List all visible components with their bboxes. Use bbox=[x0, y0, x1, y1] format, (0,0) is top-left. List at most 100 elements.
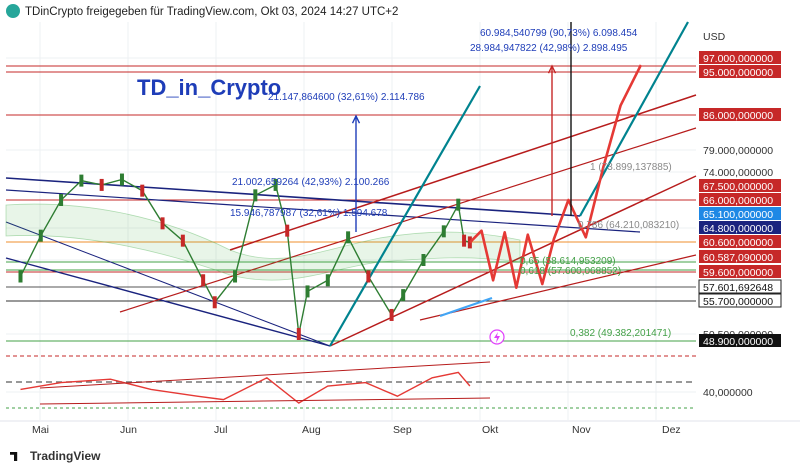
price-point bbox=[296, 328, 301, 340]
annotation-label: 15.946,787987 (32,61%) 1.594.678 bbox=[230, 208, 388, 219]
target-arrow-up-head bbox=[351, 114, 361, 124]
price-point bbox=[212, 296, 217, 309]
author-avatar-icon bbox=[6, 4, 20, 18]
oscillator-line bbox=[20, 371, 471, 404]
descending-channel-low bbox=[5, 257, 331, 347]
price-point bbox=[253, 189, 258, 202]
ascending-channel-top bbox=[229, 94, 697, 251]
price-tag-label: USD bbox=[703, 31, 726, 43]
fib-annotations: 60.984,540799 (90,73%) 6.098.454 28.984,9… bbox=[230, 28, 679, 339]
price-point bbox=[201, 274, 206, 287]
tradingview-brand[interactable]: TradingView bbox=[10, 449, 100, 463]
price-tag-box bbox=[699, 179, 781, 192]
time-axis-label: Jun bbox=[120, 424, 137, 436]
price-tag-box bbox=[699, 235, 781, 248]
price-tag-label: 97.000,000000 bbox=[703, 53, 773, 65]
price-tag-label: 65.100,000000 bbox=[703, 209, 773, 221]
price-tag-box bbox=[699, 193, 781, 206]
descending-channel-low2 bbox=[5, 221, 331, 347]
price-point bbox=[346, 231, 351, 244]
price-point bbox=[38, 229, 43, 242]
target-arrows bbox=[351, 22, 572, 232]
price-tag-label: 95.000,000000 bbox=[703, 67, 773, 79]
price-point bbox=[441, 225, 446, 238]
price-tag-box bbox=[699, 108, 781, 121]
price-point bbox=[467, 236, 472, 249]
price-point bbox=[366, 270, 371, 283]
oscillator-pane bbox=[6, 355, 696, 409]
time-axis-label: Jul bbox=[214, 424, 227, 436]
price-point bbox=[119, 173, 124, 186]
tradingview-logo-icon bbox=[10, 452, 18, 461]
footer-logo-text: TradingView bbox=[30, 449, 101, 463]
annotation-label: 28.984,947822 (42,98%) 2.898.495 bbox=[470, 43, 628, 54]
price-tag-label: 86.000,000000 bbox=[703, 110, 773, 122]
price-tag-box bbox=[699, 265, 781, 278]
projection-line bbox=[468, 64, 643, 289]
osc-trendline bbox=[39, 361, 491, 389]
price-tag-box bbox=[699, 250, 781, 263]
price-point bbox=[180, 234, 185, 247]
price-point bbox=[421, 254, 426, 266]
osc-trendline bbox=[39, 397, 491, 405]
annotation-label: 60.984,540799 (90,73%) 6.098.454 bbox=[480, 28, 638, 39]
price-tag-label: 66.000,000000 bbox=[703, 195, 773, 207]
attribution-bar: TDinCrypto freigegeben für TradingView.c… bbox=[6, 4, 398, 20]
price-tag-box bbox=[699, 51, 781, 64]
lightning-glyph-icon bbox=[494, 332, 500, 343]
descending-channel-mid bbox=[5, 189, 641, 233]
price-point bbox=[456, 198, 461, 211]
price-tag-label: 55.700,000000 bbox=[703, 296, 773, 308]
trend-segment bbox=[439, 296, 493, 318]
ichimoku-cloud bbox=[5, 203, 521, 281]
price-point bbox=[325, 274, 330, 287]
annotation-label: 0,786 (64.210,083210) bbox=[578, 220, 679, 231]
breakout-line bbox=[329, 85, 481, 347]
price-tag-label: 74.000,000000 bbox=[703, 167, 773, 179]
ascending-channel-bottom bbox=[419, 254, 697, 321]
price-point bbox=[273, 178, 278, 191]
price-point bbox=[233, 270, 238, 283]
price-point bbox=[59, 194, 64, 206]
time-axis-label: Okt bbox=[482, 424, 498, 436]
price-tag-label: 48.900,000000 bbox=[703, 336, 773, 348]
price-path bbox=[18, 173, 472, 340]
annotation-label: 0,382 (49.382,201471) bbox=[570, 328, 671, 339]
price-axis: USD 97.000,000000 95.000,000000 86.000,0000… bbox=[697, 22, 800, 442]
target-arrow-up-red-head bbox=[547, 64, 557, 74]
ascending-channel-mid bbox=[119, 127, 697, 313]
time-axis-label: Mai bbox=[32, 424, 49, 436]
attribution-text: TDinCrypto freigegeben für TradingView.c… bbox=[25, 6, 399, 18]
price-tag-label: 57.601,692648 bbox=[703, 282, 773, 294]
projection-path bbox=[468, 64, 643, 289]
price-tag-box bbox=[698, 279, 782, 294]
price-point bbox=[160, 217, 165, 230]
price-point bbox=[140, 184, 145, 197]
price-tag-label: 64.800,000000 bbox=[703, 223, 773, 235]
annotation-label: 0,618 (57.600,068852) bbox=[520, 266, 621, 277]
price-tag-label: 40,000000 bbox=[703, 387, 753, 399]
price-tag-label: 60.600,000000 bbox=[703, 237, 773, 249]
time-axis-label: Dez bbox=[662, 424, 681, 436]
price-tag-box bbox=[699, 221, 781, 234]
price-point bbox=[305, 285, 310, 298]
price-point bbox=[285, 224, 290, 237]
price-point bbox=[79, 174, 84, 187]
price-point bbox=[18, 270, 23, 283]
annotation-label: 21.002,659264 (42,93%) 2.100.266 bbox=[232, 177, 390, 188]
price-tag-box bbox=[699, 65, 781, 78]
price-tag-label: 59.600,000000 bbox=[703, 267, 773, 279]
price-tag-box bbox=[698, 293, 782, 308]
price-point bbox=[389, 308, 394, 321]
time-axis-label: Aug bbox=[302, 424, 321, 436]
price-point bbox=[99, 178, 104, 191]
price-tag-box bbox=[699, 334, 781, 347]
watermark: TD_in_Crypto bbox=[137, 75, 281, 100]
price-tag-label: 79.000,000000 bbox=[703, 145, 773, 157]
annotation-label: 1 (73.899,137885) bbox=[590, 162, 672, 173]
price-tag-box bbox=[699, 207, 781, 220]
price-tag-label: 60.587,090000 bbox=[703, 252, 773, 264]
time-axis-label: Sep bbox=[393, 424, 412, 436]
price-point bbox=[462, 234, 467, 247]
